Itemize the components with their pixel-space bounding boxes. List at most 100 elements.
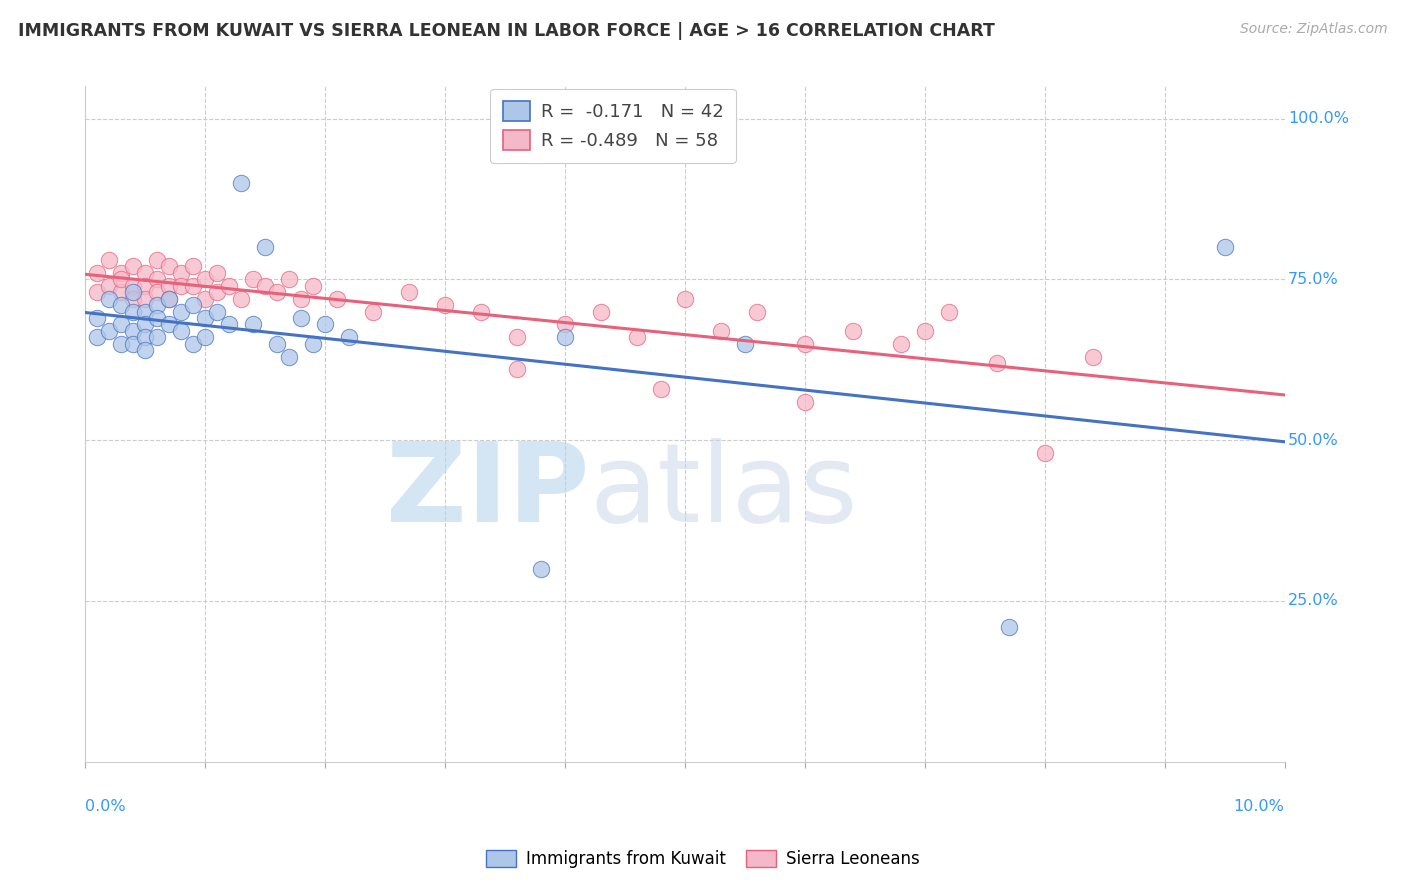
Point	[122, 278, 145, 293]
Point	[194, 310, 217, 325]
Point	[134, 318, 156, 332]
Point	[122, 260, 145, 274]
Point	[170, 266, 193, 280]
Point	[157, 318, 180, 332]
Text: ZIP: ZIP	[385, 438, 589, 545]
Text: 100.0%: 100.0%	[1288, 111, 1350, 126]
Point	[205, 304, 228, 318]
Point	[146, 272, 169, 286]
Text: 50.0%: 50.0%	[1288, 433, 1339, 448]
Point	[98, 253, 121, 268]
Point	[110, 272, 132, 286]
Point	[170, 278, 193, 293]
Point	[134, 292, 156, 306]
Point	[110, 336, 132, 351]
Point	[254, 278, 277, 293]
Point	[170, 304, 193, 318]
Point	[181, 336, 204, 351]
Point	[157, 292, 180, 306]
Point	[205, 285, 228, 300]
Point	[745, 304, 768, 318]
Point	[842, 324, 865, 338]
Point	[290, 292, 312, 306]
Point	[650, 382, 672, 396]
Point	[122, 304, 145, 318]
Point	[157, 292, 180, 306]
Point	[181, 298, 204, 312]
Text: IMMIGRANTS FROM KUWAIT VS SIERRA LEONEAN IN LABOR FORCE | AGE > 16 CORRELATION C: IMMIGRANTS FROM KUWAIT VS SIERRA LEONEAN…	[18, 22, 995, 40]
Point	[170, 324, 193, 338]
Point	[890, 336, 912, 351]
Point	[218, 278, 240, 293]
Point	[181, 278, 204, 293]
Point	[122, 324, 145, 338]
Point	[110, 266, 132, 280]
Point	[98, 292, 121, 306]
Point	[242, 318, 264, 332]
Point	[86, 310, 108, 325]
Point	[506, 330, 529, 344]
Point	[290, 310, 312, 325]
Point	[938, 304, 960, 318]
Point	[146, 285, 169, 300]
Point	[266, 336, 288, 351]
Point	[314, 318, 336, 332]
Point	[470, 304, 492, 318]
Point	[589, 304, 612, 318]
Point	[110, 298, 132, 312]
Point	[146, 330, 169, 344]
Point	[134, 278, 156, 293]
Legend: R =  -0.171   N = 42, R = -0.489   N = 58: R = -0.171 N = 42, R = -0.489 N = 58	[491, 88, 735, 162]
Point	[205, 266, 228, 280]
Point	[134, 304, 156, 318]
Point	[1081, 350, 1104, 364]
Point	[254, 240, 277, 254]
Point	[278, 350, 301, 364]
Point	[98, 324, 121, 338]
Point	[181, 260, 204, 274]
Point	[266, 285, 288, 300]
Point	[673, 292, 696, 306]
Point	[134, 330, 156, 344]
Point	[86, 266, 108, 280]
Point	[157, 260, 180, 274]
Point	[231, 292, 253, 306]
Point	[218, 318, 240, 332]
Point	[110, 285, 132, 300]
Point	[1213, 240, 1236, 254]
Point	[146, 310, 169, 325]
Point	[242, 272, 264, 286]
Point	[194, 330, 217, 344]
Point	[134, 266, 156, 280]
Point	[302, 278, 325, 293]
Point	[793, 336, 815, 351]
Point	[398, 285, 420, 300]
Point	[146, 298, 169, 312]
Text: Source: ZipAtlas.com: Source: ZipAtlas.com	[1240, 22, 1388, 37]
Point	[146, 253, 169, 268]
Point	[997, 620, 1019, 634]
Text: 0.0%: 0.0%	[86, 799, 127, 814]
Text: 25.0%: 25.0%	[1288, 593, 1339, 608]
Point	[278, 272, 301, 286]
Point	[361, 304, 384, 318]
Text: 10.0%: 10.0%	[1233, 799, 1285, 814]
Point	[134, 343, 156, 357]
Point	[302, 336, 325, 351]
Point	[554, 318, 576, 332]
Point	[110, 318, 132, 332]
Point	[194, 272, 217, 286]
Point	[337, 330, 360, 344]
Text: atlas: atlas	[589, 438, 858, 545]
Point	[626, 330, 648, 344]
Point	[506, 362, 529, 376]
Point	[86, 330, 108, 344]
Text: 75.0%: 75.0%	[1288, 272, 1339, 287]
Point	[914, 324, 936, 338]
Point	[1033, 446, 1056, 460]
Point	[122, 336, 145, 351]
Point	[710, 324, 733, 338]
Point	[734, 336, 756, 351]
Point	[793, 394, 815, 409]
Point	[231, 176, 253, 190]
